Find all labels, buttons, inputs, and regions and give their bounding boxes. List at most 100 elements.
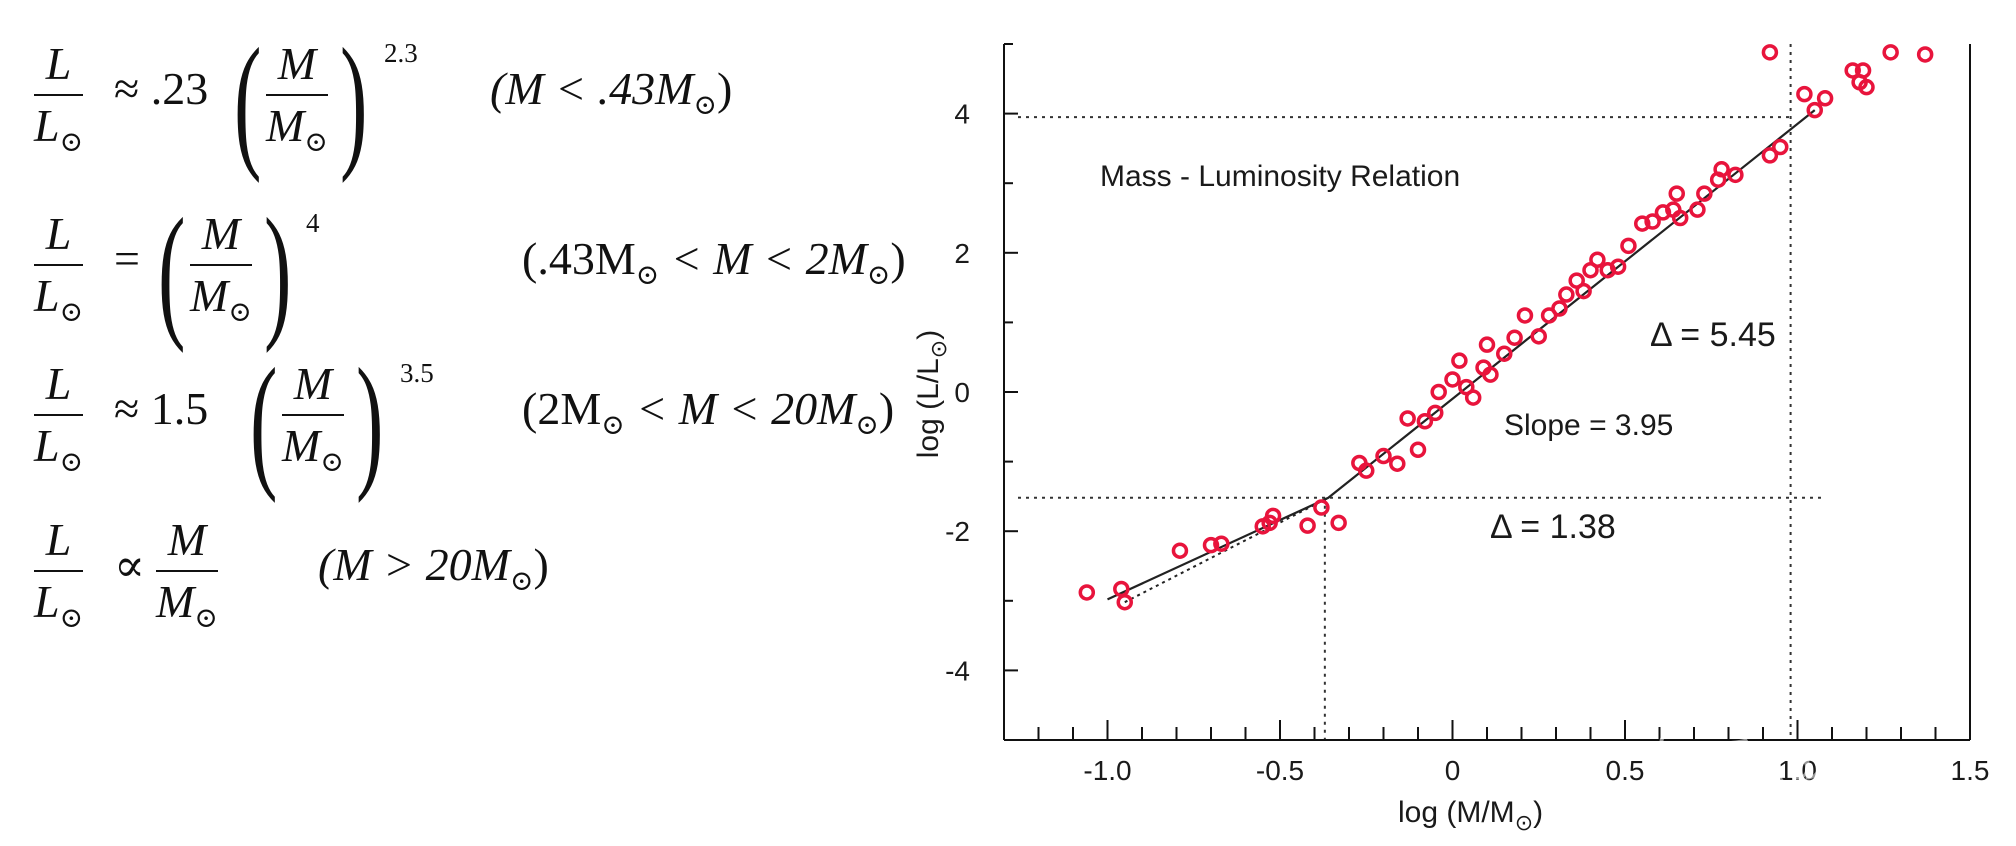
data-point xyxy=(1668,185,1685,202)
x-tick-label: 0.5 xyxy=(1606,755,1645,786)
right-paren: ) xyxy=(356,338,384,504)
fraction-bar xyxy=(34,570,84,572)
numerator: M xyxy=(201,208,241,259)
data-point xyxy=(1171,542,1189,559)
data-point xyxy=(1430,383,1447,401)
x-tick-label: 0 xyxy=(1445,755,1461,786)
mass-ratio: M M⊙ xyxy=(156,514,218,645)
data-point xyxy=(1620,237,1637,255)
data-point xyxy=(1451,352,1468,369)
sun-symbol: ⊙ xyxy=(59,296,84,328)
y-tick-label: 4 xyxy=(954,99,970,130)
equation-row-3: L L⊙ ≈ 1.5 ( M M⊙ ) 3.5 (2M⊙ < M < 20M⊙) xyxy=(34,346,914,496)
data-point xyxy=(1575,282,1592,300)
x-tick-label: -0.5 xyxy=(1256,755,1304,786)
right-paren: ) xyxy=(340,18,368,184)
axes xyxy=(1003,43,1971,741)
data-point xyxy=(1772,138,1789,156)
sun-symbol: ⊙ xyxy=(59,446,84,478)
right-paren: ) xyxy=(264,188,292,354)
data-point xyxy=(1796,85,1813,103)
watermark: 知乎 @Caic xyxy=(1652,735,1936,795)
data-point xyxy=(1654,204,1672,221)
data-point xyxy=(1444,371,1461,388)
data-point xyxy=(1202,536,1220,554)
data-point xyxy=(1844,62,1861,79)
fraction-bar xyxy=(190,264,252,266)
data-point xyxy=(1116,593,1133,611)
numerator: M xyxy=(167,514,207,565)
data-point xyxy=(1609,258,1627,275)
slope-annotation: Slope = 3.95 xyxy=(1504,409,1673,442)
data-point xyxy=(1427,404,1444,422)
mass-ratio: M M⊙ xyxy=(266,38,328,169)
delta-low-annotation: Δ = 1.38 xyxy=(1490,508,1616,546)
left-paren: ( xyxy=(234,18,262,184)
operator: ≈ .23 xyxy=(114,63,209,114)
denominator: L xyxy=(34,100,60,151)
sun-symbol: ⊙ xyxy=(228,296,252,328)
y-tick-label: 2 xyxy=(954,238,970,269)
data-points xyxy=(1078,44,1934,611)
data-point xyxy=(1551,300,1568,317)
data-point xyxy=(1916,46,1934,63)
equation-row-4: L L⊙ ∝ M M⊙ (M > 20M⊙) xyxy=(34,514,914,644)
numerator: M xyxy=(293,358,333,409)
ref-lines xyxy=(1018,44,1826,740)
denominator: M xyxy=(190,270,229,321)
data-point xyxy=(1634,215,1651,232)
equation-row-2: L L⊙ = ( M M⊙ ) 4 (.43M⊙ < M < 2M⊙) xyxy=(34,196,914,346)
data-point xyxy=(1816,90,1834,107)
sun-symbol: ⊙ xyxy=(194,602,218,634)
data-point xyxy=(1078,584,1096,601)
data-point xyxy=(1313,499,1330,516)
denominator: L xyxy=(34,576,60,627)
condition: (2M⊙ < M < 20M⊙) xyxy=(522,383,895,441)
data-point xyxy=(1858,78,1875,96)
luminosity-ratio: L L⊙ xyxy=(34,38,84,169)
exponent: 3.5 xyxy=(400,358,434,388)
data-point xyxy=(1389,455,1406,472)
exponent: 4 xyxy=(306,208,320,238)
luminosity-ratio: L L⊙ xyxy=(34,208,84,339)
luminosity-ratio: L L⊙ xyxy=(34,514,84,645)
numerator: L xyxy=(45,208,72,259)
data-point xyxy=(1213,535,1230,552)
data-point xyxy=(1506,329,1523,346)
data-point xyxy=(1806,101,1823,119)
x-tick-label: 1.5 xyxy=(1951,755,1990,786)
data-point xyxy=(1482,366,1499,383)
data-point xyxy=(1261,514,1278,532)
denominator: M xyxy=(156,576,195,627)
data-point xyxy=(1558,286,1575,303)
data-point xyxy=(1375,447,1392,465)
data-point xyxy=(1330,514,1347,532)
equations-panel: L L⊙ ≈ .23 ( M M⊙ ) 2.3 (M < .43M⊙) L L⊙… xyxy=(0,0,920,846)
sun-symbol: ⊙ xyxy=(59,126,84,158)
data-point xyxy=(1496,345,1513,362)
mass-ratio: M M⊙ xyxy=(282,358,344,489)
y-tick-label: -2 xyxy=(945,516,970,547)
x-tick-label: -1.0 xyxy=(1083,755,1131,786)
left-paren: ( xyxy=(250,338,278,504)
fraction-bar xyxy=(156,570,218,572)
sun-symbol: ⊙ xyxy=(320,446,344,478)
operator: ≈ 1.5 xyxy=(114,383,209,434)
fraction-bar xyxy=(282,414,344,416)
y-tick-label: 0 xyxy=(954,377,970,408)
y-axis-label-text: log (L/L⊙) xyxy=(912,330,951,459)
x-tick-label: 1.0 xyxy=(1778,755,1817,786)
fraction-bar xyxy=(34,94,84,96)
fraction-bar xyxy=(34,264,84,266)
sun-symbol: ⊙ xyxy=(59,602,84,634)
data-point xyxy=(1530,328,1547,345)
luminosity-ratio: L L⊙ xyxy=(34,358,84,489)
chart-title: Mass - Luminosity Relation xyxy=(1100,160,1460,193)
data-point xyxy=(1516,307,1534,324)
data-point xyxy=(1589,251,1606,269)
tick-labels: -4 -2 0 2 4 -1.0 -0.5 0 0.5 1.0 1.5 xyxy=(945,99,1989,786)
data-point xyxy=(1464,389,1482,406)
fit-line xyxy=(1107,109,1816,601)
condition: (.43M⊙ < M < 2M⊙) xyxy=(522,233,906,291)
data-point xyxy=(1478,336,1496,353)
